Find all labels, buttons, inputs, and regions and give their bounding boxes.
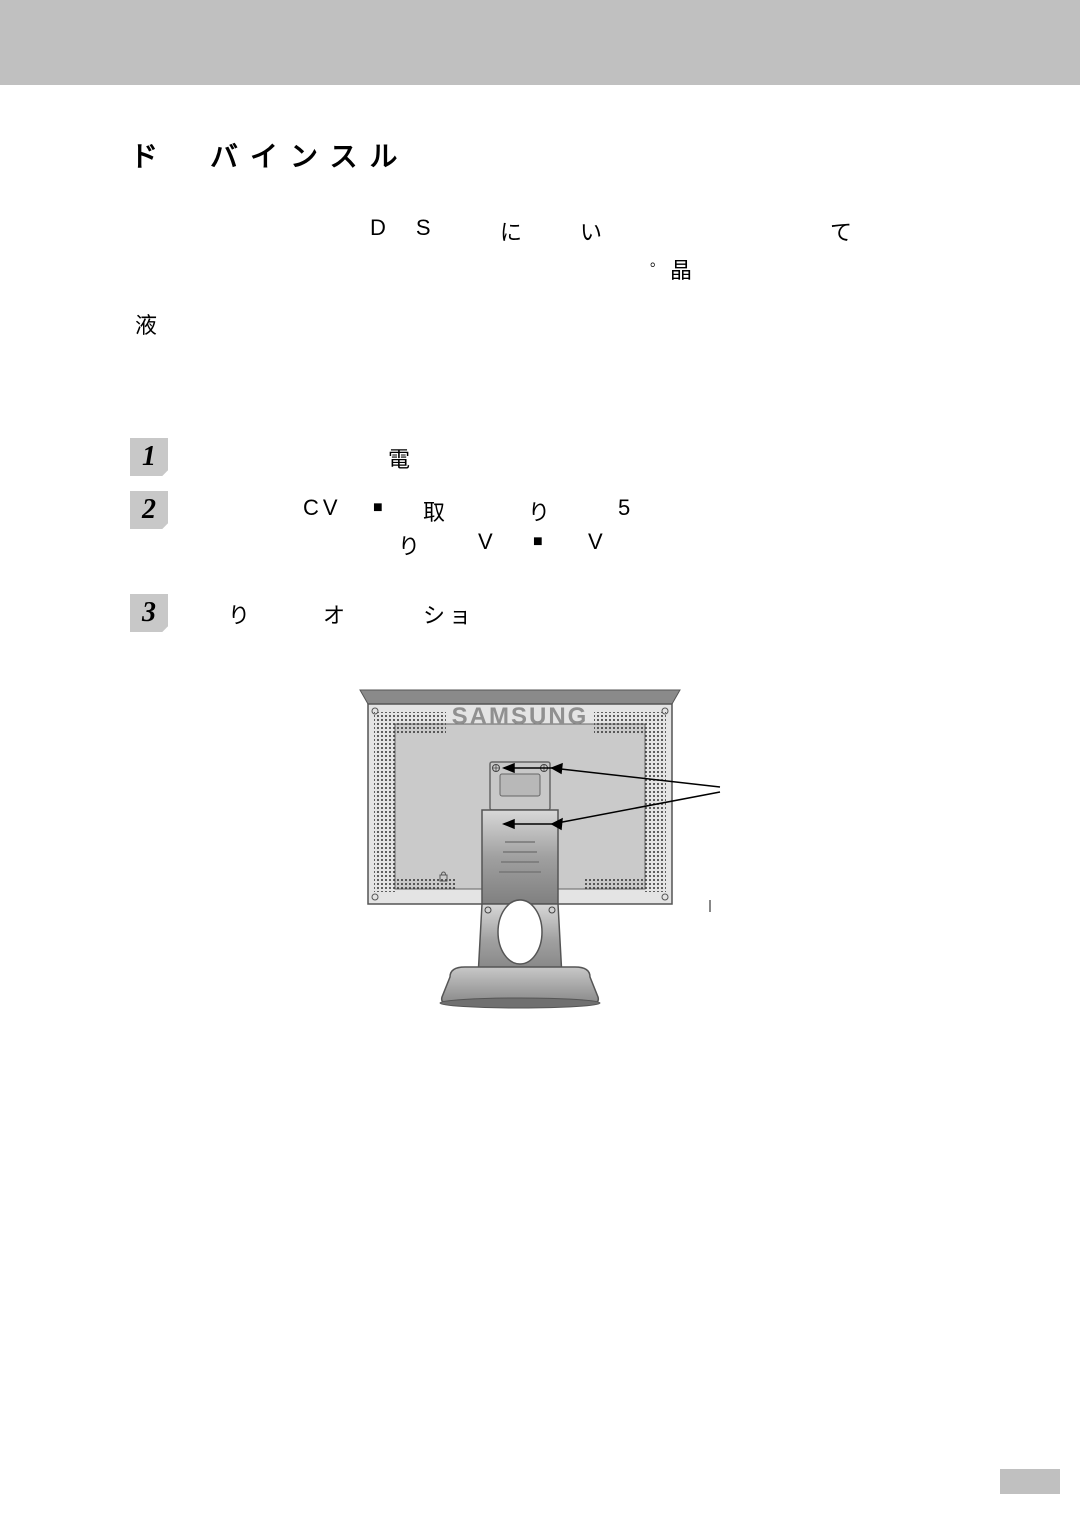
frag-eki: 液	[135, 308, 187, 340]
monitor-diagram: SAMSUNG	[130, 682, 950, 1032]
frag-ds: DS	[370, 215, 461, 241]
step-2-sq2: ■	[533, 533, 558, 551]
step-3-number: 3	[130, 594, 168, 632]
monitor-svg: SAMSUNG	[340, 682, 740, 1032]
step-2-text: CV ■ 取 り 5 り V ■ V	[198, 491, 898, 559]
step-3-o: オ	[323, 598, 360, 630]
step-2-five: 5	[618, 495, 645, 521]
step-2-ri: り	[528, 495, 565, 527]
step-3: 3 り オ ショ	[130, 594, 950, 632]
page-footer-block	[1000, 1469, 1060, 1494]
frag-ni: に	[500, 215, 552, 247]
subtitle-line-3: 液	[130, 308, 950, 338]
frag-shou: 晶	[670, 253, 722, 285]
step-3-ri: り	[228, 598, 265, 630]
step-1-den: 電	[388, 442, 425, 474]
monitor-brand-text: SAMSUNG	[452, 703, 589, 730]
steps-list: 1 電 2 CV ■ 取 り 5 り V ■ V	[130, 438, 950, 632]
step-2-number: 2	[130, 491, 168, 529]
header-bar	[0, 0, 1080, 85]
step-3-sho: ショ	[423, 598, 475, 630]
frag-i: い	[580, 215, 632, 247]
step-2-cv: CV	[303, 495, 342, 521]
step-2-sq1: ■	[373, 499, 398, 517]
step-1: 1 電	[130, 438, 950, 476]
frag-te: て	[830, 215, 882, 247]
step-2-v1: V	[478, 529, 508, 555]
page-title: ド バインスル	[130, 135, 950, 175]
subtitle-line-1: DS に い て	[130, 215, 950, 245]
step-1-text: 電	[198, 438, 898, 468]
page-content: ド バインスル DS に い て 。 晶 液 1 電 2 CV ■ 取 り	[0, 85, 1080, 1032]
step-2-tori: 取	[423, 495, 460, 527]
step-1-number: 1	[130, 438, 168, 476]
step-2: 2 CV ■ 取 り 5 り V ■ V	[130, 491, 950, 559]
step-2-ri2: り	[398, 529, 435, 561]
step-2-v2: V	[588, 529, 618, 555]
step-3-text: り オ ショ	[198, 594, 898, 624]
subtitle-line-2: 。 晶	[130, 253, 950, 283]
